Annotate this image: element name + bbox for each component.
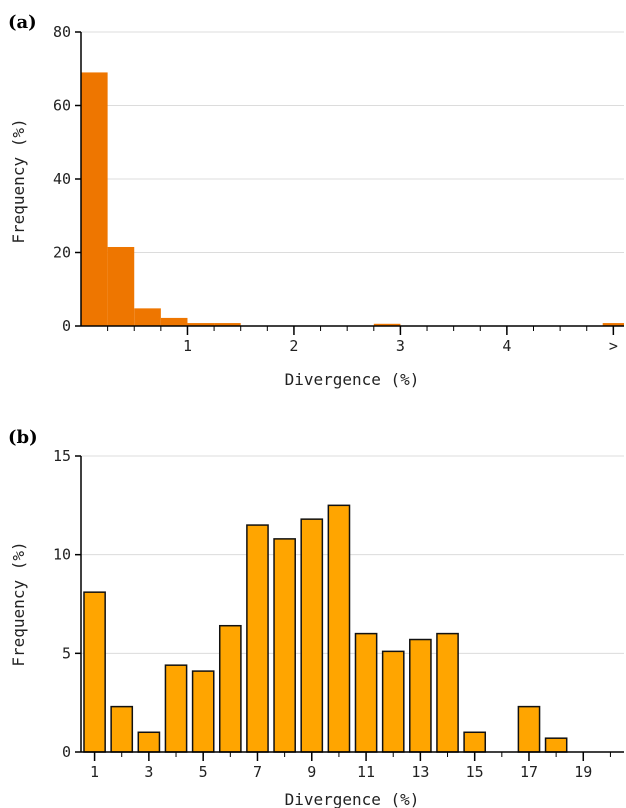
x-tick-label: 9 <box>307 763 316 781</box>
bar <box>214 323 241 326</box>
bar <box>246 524 269 753</box>
chart-b-axes <box>75 455 624 761</box>
y-tick-label: 80 <box>53 23 71 41</box>
bar <box>187 323 215 326</box>
bar <box>110 705 134 753</box>
chart-b-xticks: 1 3 5 7 9 11 13 15 17 19 <box>90 763 592 781</box>
chart-b-grid <box>81 455 624 654</box>
y-tick-label: 40 <box>53 170 71 188</box>
x-tick-label: 2 <box>289 337 298 355</box>
chart-a-bars <box>81 72 624 326</box>
x-tick-label: 13 <box>411 763 429 781</box>
y-tick-label: 15 <box>53 447 71 465</box>
x-tick-label: 1 <box>183 337 192 355</box>
bar <box>81 72 108 326</box>
bar <box>107 246 135 326</box>
chart-a-yticks: 0 20 40 60 80 <box>53 23 71 335</box>
chart-b-bars <box>83 504 568 753</box>
bar <box>300 518 324 753</box>
bar <box>381 650 405 753</box>
x-tick-label: > <box>609 337 618 355</box>
y-tick-label: 10 <box>53 546 71 564</box>
bar <box>137 731 161 753</box>
bar <box>134 308 161 326</box>
bar <box>191 670 215 753</box>
y-tick-label: 20 <box>53 244 71 262</box>
x-tick-label: 4 <box>502 337 511 355</box>
y-tick-label: 0 <box>62 743 71 761</box>
bar <box>273 538 296 753</box>
panel-label-b: (b) <box>8 427 38 448</box>
chart-a-xlabel: Divergence (%) <box>285 370 420 389</box>
chart-b-yticks: 0 5 10 15 <box>53 447 71 761</box>
chart-a-xticks: 1 2 3 4 > <box>183 337 618 355</box>
bar <box>327 504 351 753</box>
chart-b-ylabel: Frequency (%) <box>9 541 28 666</box>
chart-a: (a) 0 20 40 60 80 1 2 3 4 > Divergence (%) Frequ… <box>8 12 624 389</box>
x-tick-label: 19 <box>574 763 592 781</box>
x-tick-label: 3 <box>396 337 405 355</box>
x-tick-label: 11 <box>357 763 375 781</box>
x-tick-label: 5 <box>199 763 208 781</box>
chart-a-grid <box>81 31 624 253</box>
bar <box>160 317 188 326</box>
bar <box>218 624 242 753</box>
y-tick-label: 60 <box>53 97 71 115</box>
bar <box>463 731 487 753</box>
x-tick-label: 7 <box>253 763 262 781</box>
x-tick-label: 1 <box>90 763 99 781</box>
y-tick-label: 5 <box>62 644 71 662</box>
x-tick-label: 15 <box>466 763 484 781</box>
bar <box>544 737 568 753</box>
chart-a-ylabel: Frequency (%) <box>9 118 28 243</box>
x-tick-label: 3 <box>144 763 153 781</box>
bar <box>373 323 401 326</box>
x-tick-label: 17 <box>520 763 538 781</box>
bar <box>83 591 106 753</box>
panel-label-a: (a) <box>8 12 37 33</box>
bar <box>409 638 432 753</box>
chart-b-xlabel: Divergence (%) <box>285 790 420 808</box>
y-tick-label: 0 <box>62 317 71 335</box>
bar <box>436 632 459 753</box>
chart-a-axes <box>75 31 624 335</box>
bar <box>517 705 541 753</box>
bar <box>354 632 378 753</box>
bar <box>164 664 188 753</box>
bar <box>602 323 624 326</box>
